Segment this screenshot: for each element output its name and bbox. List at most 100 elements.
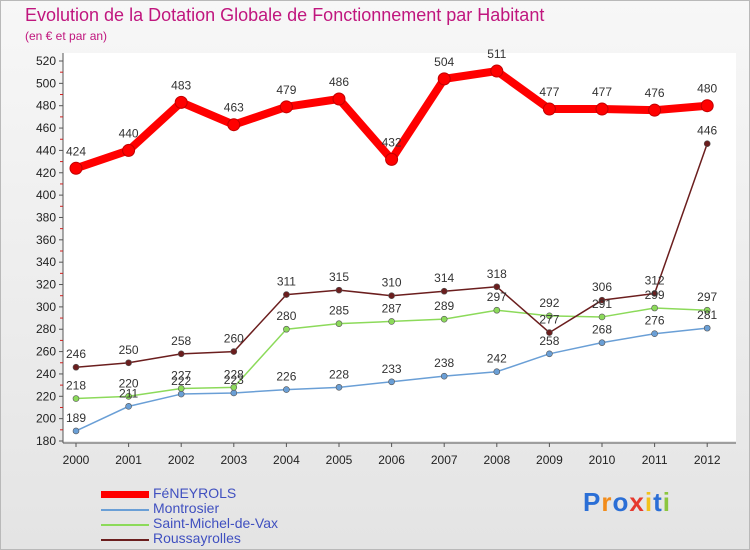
data-label: 310 — [382, 276, 402, 290]
x-tick-label: 2010 — [589, 453, 616, 467]
data-point-saint-michel-de-vax — [703, 306, 711, 314]
data-point-saint-michel-de-vax — [335, 320, 343, 327]
data-label: 424 — [66, 144, 86, 158]
data-point-feneyrols — [490, 64, 504, 78]
x-tick-label: 2005 — [326, 453, 353, 467]
data-point-saint-michel-de-vax — [546, 312, 553, 320]
data-point-feneyrols — [595, 102, 609, 116]
data-label: 220 — [119, 376, 139, 390]
data-point-roussayrolles — [72, 363, 80, 371]
data-label: 299 — [645, 288, 665, 302]
data-point-feneyrols — [385, 152, 399, 166]
data-point-saint-michel-de-vax — [493, 306, 501, 314]
data-point-montrosier — [493, 368, 501, 376]
logo-letter: t — [653, 487, 663, 517]
data-label: 292 — [539, 296, 559, 310]
y-tick-label: 280 — [36, 322, 56, 336]
legend-swatch-feneyrols — [101, 491, 149, 498]
y-tick-label: 440 — [36, 143, 56, 157]
legend: FéNEYROLS Montrosier Saint-Michel-de-Vax… — [101, 485, 401, 547]
legend-item-roussayrolles: Roussayrolles — [101, 530, 401, 547]
data-label: 287 — [382, 301, 402, 315]
data-label: 250 — [119, 343, 139, 357]
data-point-montrosier — [651, 330, 658, 338]
logo-letter: P — [583, 487, 602, 517]
data-point-montrosier — [703, 324, 711, 332]
data-point-montrosier — [72, 427, 80, 435]
data-label: 222 — [171, 374, 191, 388]
data-point-montrosier — [230, 389, 238, 397]
data-label: 277 — [539, 313, 559, 327]
legend-swatch-saint-michel — [101, 524, 149, 526]
x-tick-label: 2003 — [220, 453, 247, 467]
data-point-montrosier — [283, 386, 290, 393]
data-label: 281 — [697, 308, 717, 322]
chart-title: Evolution de la Dotation Globale de Fonc… — [25, 5, 545, 25]
data-label: 483 — [171, 78, 191, 92]
data-label: 268 — [592, 323, 612, 337]
y-tick-label: 220 — [36, 389, 56, 403]
data-label: 479 — [276, 83, 296, 97]
x-tick-label: 2000 — [63, 453, 90, 467]
data-point-feneyrols — [174, 95, 188, 109]
data-point-feneyrols — [122, 143, 136, 157]
y-tick-label: 240 — [36, 367, 56, 381]
y-tick-label: 300 — [36, 300, 56, 314]
data-point-saint-michel-de-vax — [230, 384, 238, 391]
y-tick-label: 460 — [36, 121, 56, 135]
data-point-roussayrolles — [598, 296, 606, 304]
data-label: 312 — [645, 273, 665, 287]
data-point-feneyrols — [279, 100, 293, 114]
logo-letter: i — [644, 487, 654, 517]
y-tick-label: 360 — [36, 233, 56, 247]
data-point-saint-michel-de-vax — [651, 304, 658, 312]
data-label: 228 — [224, 367, 244, 381]
data-point-roussayrolles — [388, 292, 395, 300]
x-tick-label: 2006 — [378, 453, 405, 467]
data-label: 226 — [276, 370, 296, 384]
x-tick-label: 2001 — [115, 453, 142, 467]
y-tick-label: 380 — [36, 210, 56, 224]
y-tick-label: 200 — [36, 412, 56, 426]
data-label: 306 — [592, 280, 612, 294]
y-tick-label: 500 — [36, 76, 56, 90]
data-label: 480 — [697, 82, 717, 96]
y-tick-label: 260 — [36, 345, 56, 359]
data-point-roussayrolles — [546, 329, 553, 336]
data-point-feneyrols — [648, 103, 662, 117]
data-point-saint-michel-de-vax — [598, 313, 606, 321]
data-label: 276 — [645, 314, 665, 328]
data-label: 258 — [539, 334, 559, 348]
data-label: 233 — [382, 362, 402, 376]
legend-label: Roussayrolles — [153, 530, 241, 546]
x-tick-label: 2004 — [273, 453, 300, 467]
data-label: 211 — [119, 386, 138, 400]
x-tick-label: 2012 — [694, 453, 721, 467]
data-label: 440 — [119, 126, 139, 140]
data-label: 446 — [697, 124, 717, 138]
data-point-montrosier — [388, 378, 395, 386]
data-point-roussayrolles — [703, 140, 711, 148]
data-point-saint-michel-de-vax — [125, 392, 132, 400]
data-label: 486 — [329, 75, 349, 89]
data-point-saint-michel-de-vax — [72, 395, 80, 402]
x-tick-label: 2007 — [431, 453, 458, 467]
data-label: 246 — [66, 347, 86, 361]
data-label: 315 — [329, 270, 349, 284]
data-label: 285 — [329, 304, 349, 318]
x-tick-label: 2002 — [168, 453, 195, 467]
y-tick-label: 520 — [36, 54, 56, 68]
plot-area — [63, 53, 736, 441]
x-tick-label: 2011 — [642, 453, 668, 467]
legend-item-montrosier: Montrosier — [101, 500, 401, 517]
data-label: 432 — [382, 135, 402, 149]
proxiti-logo: Proxiti — [583, 487, 671, 518]
chart-subtitle: (en € et par an) — [25, 29, 108, 43]
data-point-feneyrols — [700, 99, 714, 113]
data-label: 218 — [66, 379, 86, 393]
logo-letter: x — [629, 487, 645, 517]
data-point-feneyrols — [542, 102, 556, 116]
data-point-saint-michel-de-vax — [177, 385, 185, 392]
